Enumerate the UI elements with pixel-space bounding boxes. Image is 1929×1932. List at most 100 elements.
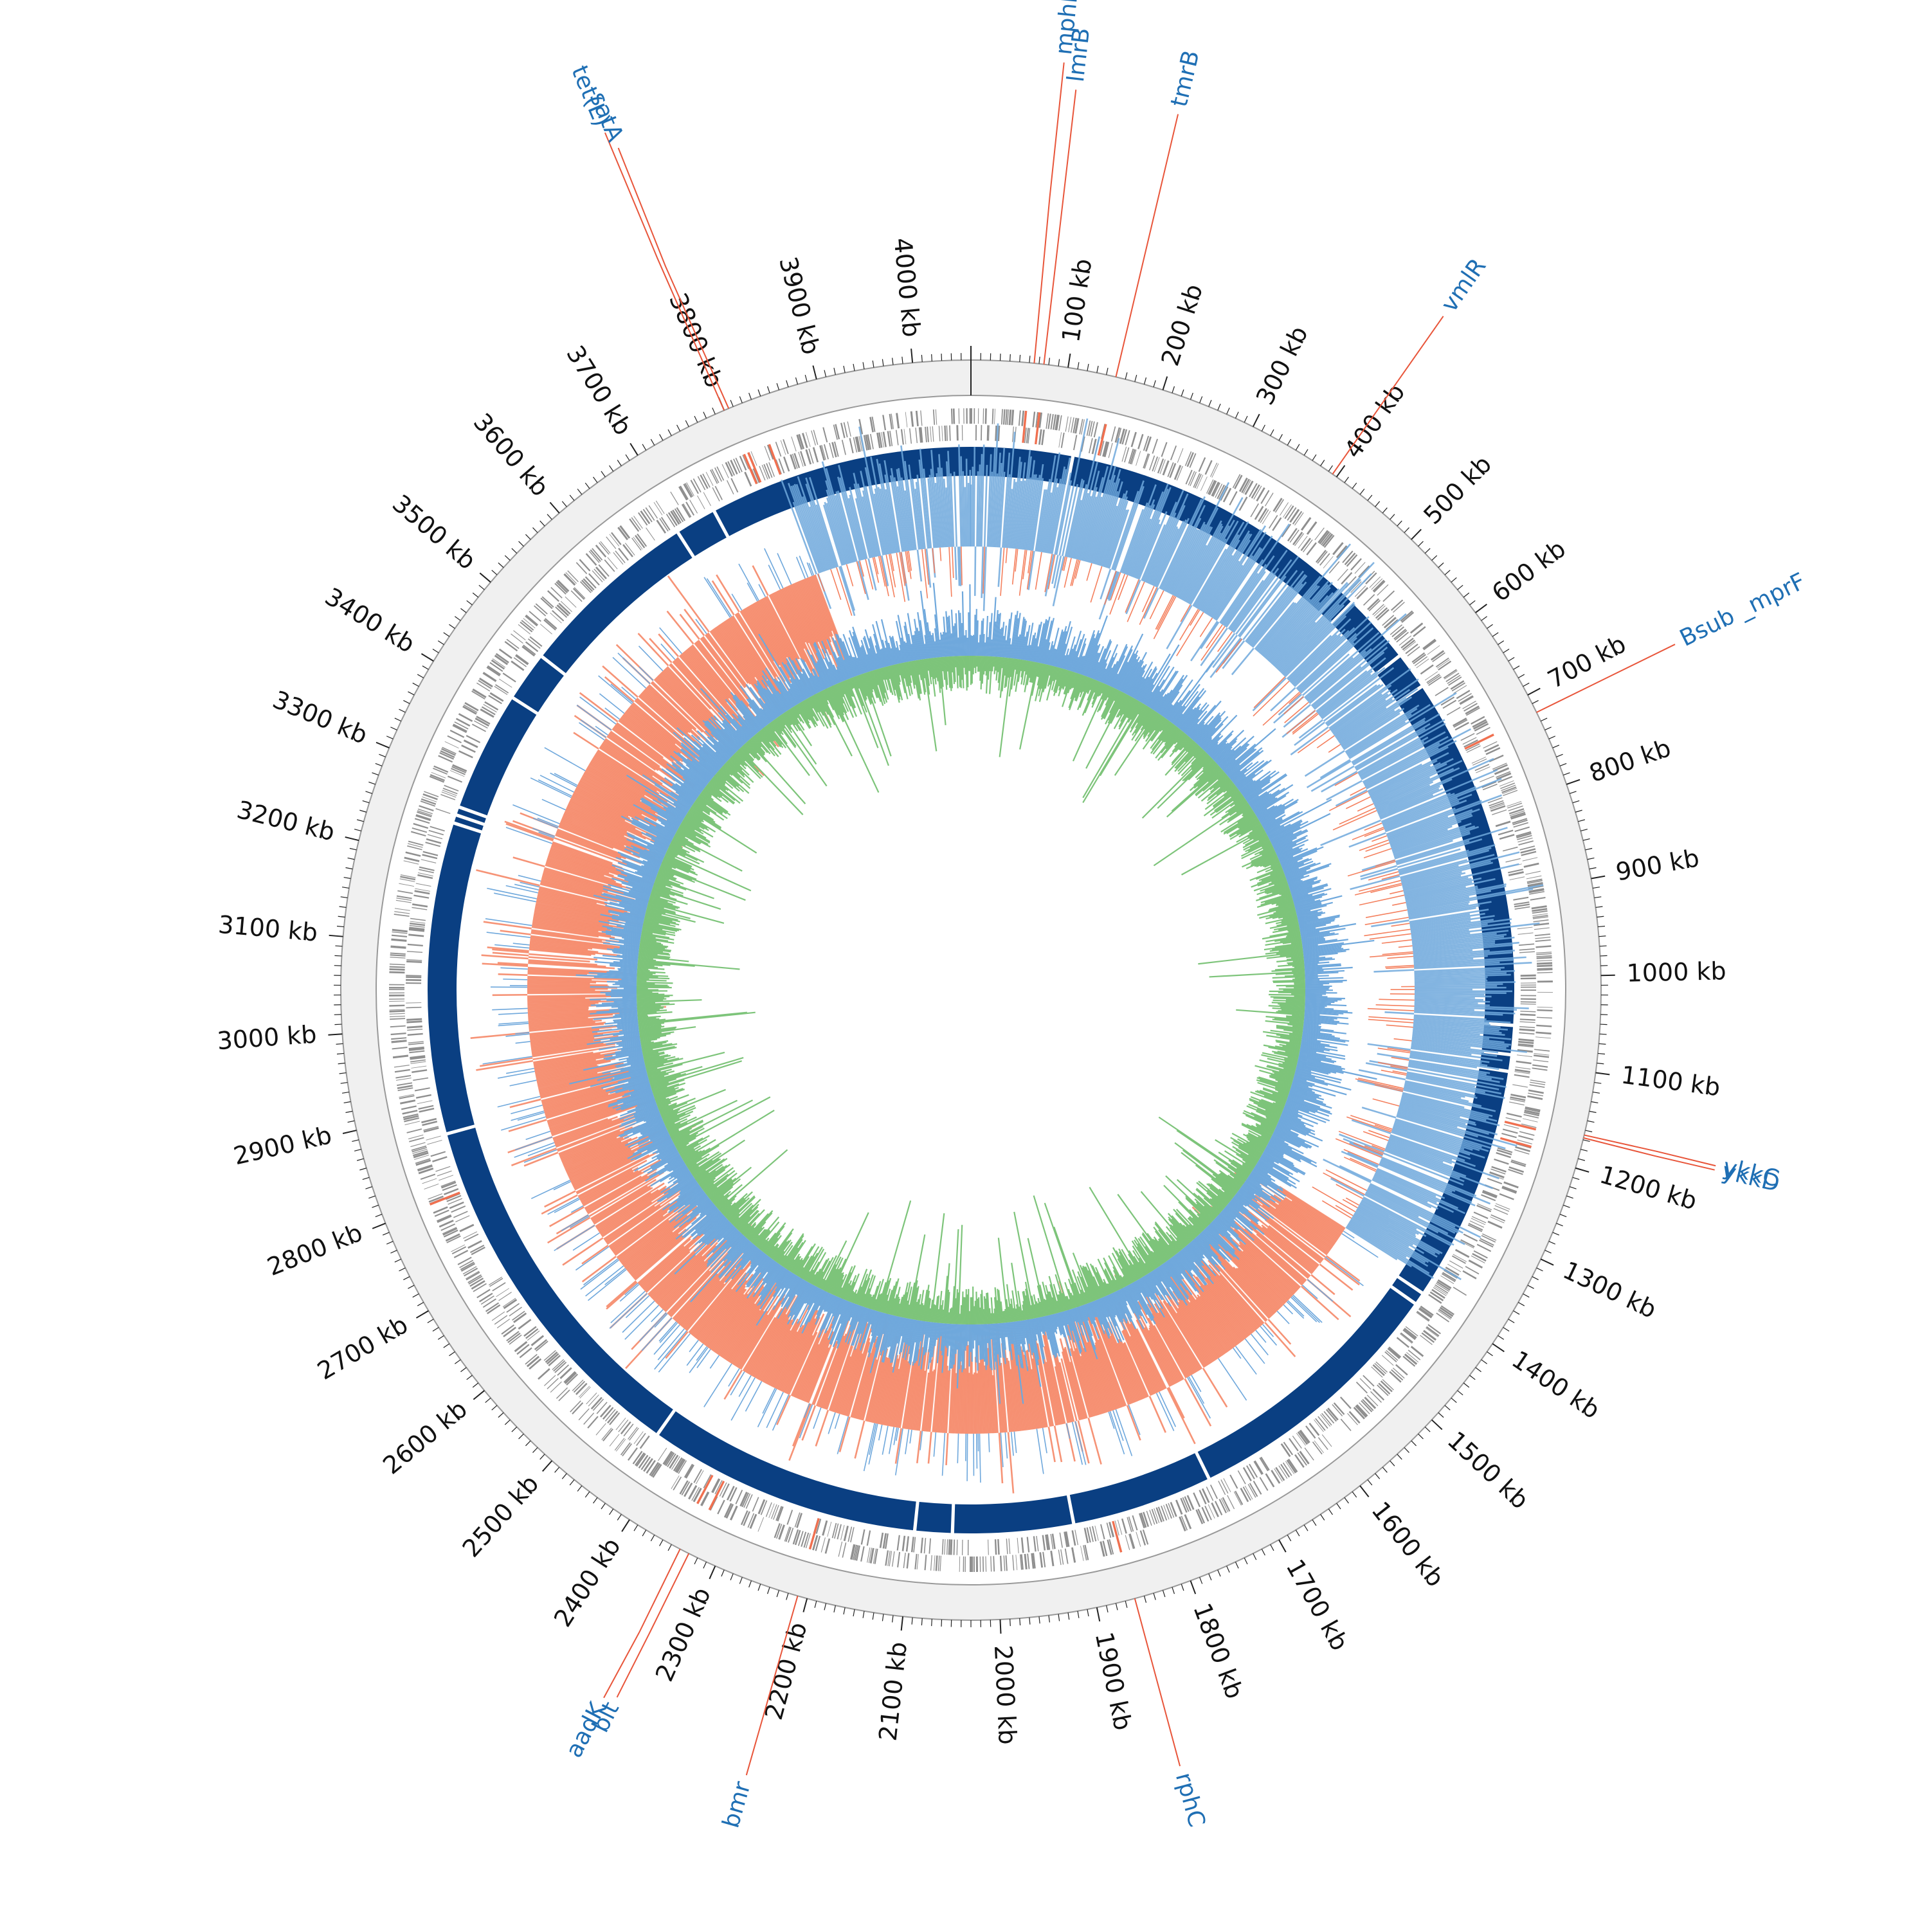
minor-tick xyxy=(1598,936,1606,937)
minor-tick xyxy=(1556,754,1562,757)
minor-tick xyxy=(532,1447,538,1452)
cds-feature xyxy=(526,615,538,625)
minor-tick xyxy=(1508,658,1514,662)
cds-feature xyxy=(1373,581,1385,593)
minor-tick xyxy=(1537,1268,1543,1271)
cds-feature xyxy=(909,428,912,444)
cds-feature xyxy=(1520,1018,1535,1020)
gc-skew-negative-bar xyxy=(509,1120,547,1132)
gc-skew-negative-bar xyxy=(1049,1427,1055,1462)
gc-skew-counter-bar xyxy=(1379,999,1414,1000)
cds-feature xyxy=(1507,1113,1522,1118)
minor-tick xyxy=(941,1620,942,1627)
cds-feature xyxy=(683,503,691,517)
cds-feature xyxy=(1312,1441,1323,1454)
tick-label: 800 kb xyxy=(1586,734,1674,788)
minor-tick xyxy=(844,1607,845,1614)
minor-tick xyxy=(1368,1479,1372,1485)
cds-feature xyxy=(499,679,512,688)
gc-skew-counter-bar xyxy=(952,547,954,578)
minor-tick xyxy=(460,608,466,613)
minor-tick xyxy=(1375,501,1380,507)
gc-skew-counter-bar xyxy=(1091,566,1101,602)
tick-label: 2900 kb xyxy=(231,1121,334,1170)
minor-tick xyxy=(703,412,707,419)
cds-feature xyxy=(390,966,405,968)
cds-feature xyxy=(1403,1329,1416,1340)
minor-tick xyxy=(422,666,428,670)
gc-skew-positive-bar xyxy=(966,458,967,546)
major-tick xyxy=(1601,975,1615,976)
gc-skew-counter-bar xyxy=(1359,895,1404,905)
cds-feature xyxy=(404,1121,420,1125)
gc-skew-counter-bar xyxy=(581,720,606,737)
minor-tick xyxy=(1518,674,1525,678)
gc-skew-counter-bar xyxy=(1390,890,1403,894)
cds-feature xyxy=(1513,897,1528,901)
cds-feature xyxy=(824,444,829,460)
minor-tick xyxy=(758,1584,761,1591)
cds-feature xyxy=(1514,1074,1530,1078)
minor-tick xyxy=(1438,563,1444,567)
cds-feature xyxy=(971,1557,973,1572)
minor-tick xyxy=(1058,359,1060,366)
cds-feature xyxy=(1039,1552,1043,1567)
cds-feature xyxy=(424,1184,439,1189)
minor-tick xyxy=(1411,1441,1417,1446)
cds-feature xyxy=(503,1299,517,1309)
cds-feature xyxy=(992,409,994,424)
gc-skew-negative-bar xyxy=(574,732,599,748)
gc-skew-counter-bar xyxy=(515,1137,552,1150)
minor-tick xyxy=(1598,1053,1605,1054)
cds-feature xyxy=(1314,527,1324,540)
gc-skew-counter-bar xyxy=(1011,1432,1013,1456)
gc-skew-counter-bar xyxy=(989,1433,990,1452)
cds-feature xyxy=(406,961,422,963)
gc-skew-counter-bar xyxy=(516,1042,530,1043)
cds-feature xyxy=(1537,962,1552,965)
minor-tick xyxy=(345,1111,352,1112)
cds-feature xyxy=(389,989,404,990)
cds-feature xyxy=(811,431,816,446)
gc-skew-negative-bar xyxy=(966,1341,967,1434)
gc-skew-counter-bar xyxy=(1245,1339,1265,1364)
minor-tick xyxy=(1541,718,1547,721)
major-tick xyxy=(1411,529,1421,539)
minor-tick xyxy=(1209,400,1211,406)
minor-tick xyxy=(1321,460,1325,465)
major-tick xyxy=(480,573,491,582)
cds-feature xyxy=(1211,1503,1219,1517)
cds-feature xyxy=(1494,1159,1509,1165)
major-tick xyxy=(813,366,816,379)
cds-feature xyxy=(397,890,413,894)
minor-tick xyxy=(758,390,761,396)
gc-skew-counter-bar xyxy=(1346,1198,1359,1205)
gc-skew-counter-bar xyxy=(882,1426,888,1455)
cds-feature xyxy=(544,1375,556,1386)
cds-feature xyxy=(1519,1029,1535,1032)
cds-feature xyxy=(607,557,617,569)
cds-feature xyxy=(1100,1524,1105,1540)
cds-feature xyxy=(432,1156,448,1162)
cds-feature xyxy=(711,469,719,483)
cds-feature xyxy=(597,1402,608,1414)
cds-feature xyxy=(458,1257,472,1265)
cds-feature xyxy=(611,532,622,545)
cds-feature xyxy=(407,951,422,953)
minor-tick xyxy=(525,1441,530,1446)
cds-feature xyxy=(518,1319,532,1330)
gc-skew-counter-bar xyxy=(550,773,577,786)
gc-skew-counter-bar xyxy=(1157,596,1174,630)
minor-tick xyxy=(1570,1187,1576,1189)
minor-tick xyxy=(1418,541,1424,546)
minor-tick xyxy=(444,633,449,636)
cds-feature xyxy=(995,1539,997,1555)
gc-skew-positive-bar xyxy=(1415,984,1503,986)
gc-skew-negative-bar xyxy=(1089,1418,1101,1464)
cds-feature xyxy=(1170,446,1177,460)
minor-tick xyxy=(1135,375,1137,382)
cds-feature xyxy=(781,440,786,455)
cds-feature xyxy=(1111,426,1116,442)
cds-feature xyxy=(602,1429,613,1441)
minor-tick xyxy=(540,1454,545,1459)
